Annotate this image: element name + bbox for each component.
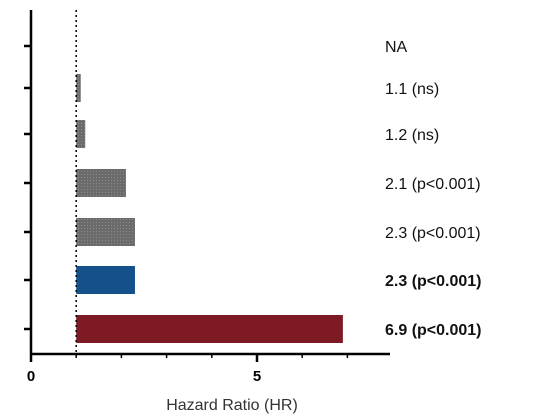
x-axis-title: Hazard Ratio (HR) bbox=[166, 397, 298, 414]
bar-annotation: 6.9 (p<0.001) bbox=[385, 322, 482, 339]
bar bbox=[76, 266, 135, 294]
bar-annotation: 1.2 (ns) bbox=[385, 127, 439, 144]
bar-annotation: NA bbox=[385, 39, 408, 56]
x-tick-label: 5 bbox=[253, 368, 261, 385]
bars-group bbox=[76, 74, 343, 343]
bar-annotation: 2.3 (p<0.001) bbox=[385, 273, 482, 290]
bar bbox=[76, 120, 86, 148]
x-tick-label: 0 bbox=[27, 368, 35, 385]
bar bbox=[76, 315, 343, 343]
bar bbox=[76, 218, 135, 246]
bar-annotation: 1.1 (ns) bbox=[385, 81, 439, 98]
bar bbox=[76, 74, 81, 102]
bar bbox=[76, 169, 126, 197]
y-ticks-group bbox=[24, 44, 31, 331]
annotations-group: NA 1.1 (ns) 1.2 (ns) 2.1 (p<0.001) 2.3 (p<0.… bbox=[385, 39, 482, 339]
bar-annotation: 2.3 (p<0.001) bbox=[385, 225, 481, 242]
bar-annotation: 2.1 (p<0.001) bbox=[385, 176, 481, 193]
